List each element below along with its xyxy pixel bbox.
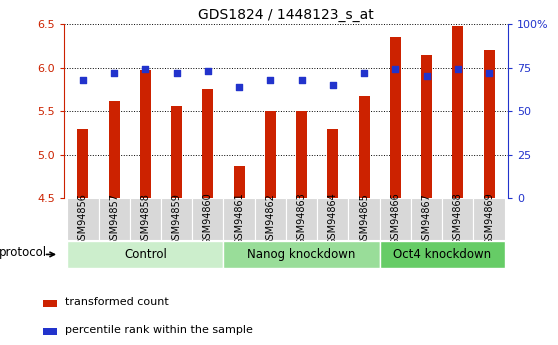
Point bbox=[266, 77, 275, 83]
FancyBboxPatch shape bbox=[379, 241, 504, 268]
Text: GSM94864: GSM94864 bbox=[328, 193, 338, 245]
Point bbox=[359, 70, 368, 76]
FancyBboxPatch shape bbox=[224, 241, 379, 268]
Bar bbox=[421, 55, 432, 198]
FancyBboxPatch shape bbox=[68, 241, 224, 268]
Point bbox=[204, 68, 213, 74]
Text: GSM94862: GSM94862 bbox=[266, 193, 275, 246]
Point bbox=[391, 67, 400, 72]
FancyBboxPatch shape bbox=[161, 198, 193, 240]
Bar bbox=[140, 70, 151, 198]
Text: GSM94856: GSM94856 bbox=[78, 193, 88, 246]
Bar bbox=[328, 129, 338, 198]
FancyBboxPatch shape bbox=[68, 198, 99, 240]
Text: protocol: protocol bbox=[0, 246, 46, 259]
FancyBboxPatch shape bbox=[473, 198, 504, 240]
FancyBboxPatch shape bbox=[193, 198, 224, 240]
Point bbox=[297, 77, 306, 83]
Text: GSM94866: GSM94866 bbox=[390, 193, 400, 245]
Point bbox=[172, 70, 181, 76]
FancyBboxPatch shape bbox=[130, 198, 161, 240]
Text: GSM94861: GSM94861 bbox=[234, 193, 244, 245]
Text: Oct4 knockdown: Oct4 knockdown bbox=[393, 248, 491, 261]
Point bbox=[141, 67, 150, 72]
Point bbox=[484, 70, 493, 76]
FancyBboxPatch shape bbox=[317, 198, 348, 240]
Bar bbox=[234, 166, 244, 198]
Point bbox=[422, 74, 431, 79]
Text: GSM94867: GSM94867 bbox=[421, 193, 431, 246]
Text: Nanog knockdown: Nanog knockdown bbox=[247, 248, 356, 261]
Bar bbox=[203, 89, 213, 198]
FancyBboxPatch shape bbox=[442, 198, 473, 240]
Point bbox=[110, 70, 119, 76]
Point bbox=[235, 84, 244, 90]
Text: GSM94857: GSM94857 bbox=[109, 193, 119, 246]
FancyBboxPatch shape bbox=[379, 198, 411, 240]
Text: GSM94869: GSM94869 bbox=[484, 193, 494, 245]
FancyBboxPatch shape bbox=[348, 198, 379, 240]
Point bbox=[79, 77, 88, 83]
Point bbox=[453, 67, 462, 72]
Text: GSM94858: GSM94858 bbox=[141, 193, 151, 246]
Text: GSM94860: GSM94860 bbox=[203, 193, 213, 245]
Bar bbox=[296, 111, 307, 198]
FancyBboxPatch shape bbox=[224, 198, 255, 240]
Point bbox=[328, 82, 337, 88]
Text: Control: Control bbox=[124, 248, 167, 261]
Title: GDS1824 / 1448123_s_at: GDS1824 / 1448123_s_at bbox=[198, 8, 374, 22]
Bar bbox=[484, 50, 494, 198]
Bar bbox=[78, 129, 88, 198]
Bar bbox=[109, 101, 119, 198]
Bar bbox=[265, 111, 276, 198]
Text: transformed count: transformed count bbox=[65, 297, 169, 307]
Text: GSM94863: GSM94863 bbox=[297, 193, 306, 245]
Bar bbox=[44, 328, 57, 335]
FancyBboxPatch shape bbox=[286, 198, 317, 240]
FancyBboxPatch shape bbox=[99, 198, 130, 240]
Text: GSM94859: GSM94859 bbox=[172, 193, 182, 246]
Text: GSM94865: GSM94865 bbox=[359, 193, 369, 246]
FancyBboxPatch shape bbox=[411, 198, 442, 240]
Bar bbox=[390, 37, 401, 198]
Text: percentile rank within the sample: percentile rank within the sample bbox=[65, 325, 253, 335]
FancyBboxPatch shape bbox=[255, 198, 286, 240]
Text: GSM94868: GSM94868 bbox=[453, 193, 463, 245]
Bar bbox=[453, 26, 463, 198]
Bar bbox=[171, 106, 182, 198]
Bar bbox=[44, 300, 57, 307]
Bar bbox=[359, 97, 369, 198]
